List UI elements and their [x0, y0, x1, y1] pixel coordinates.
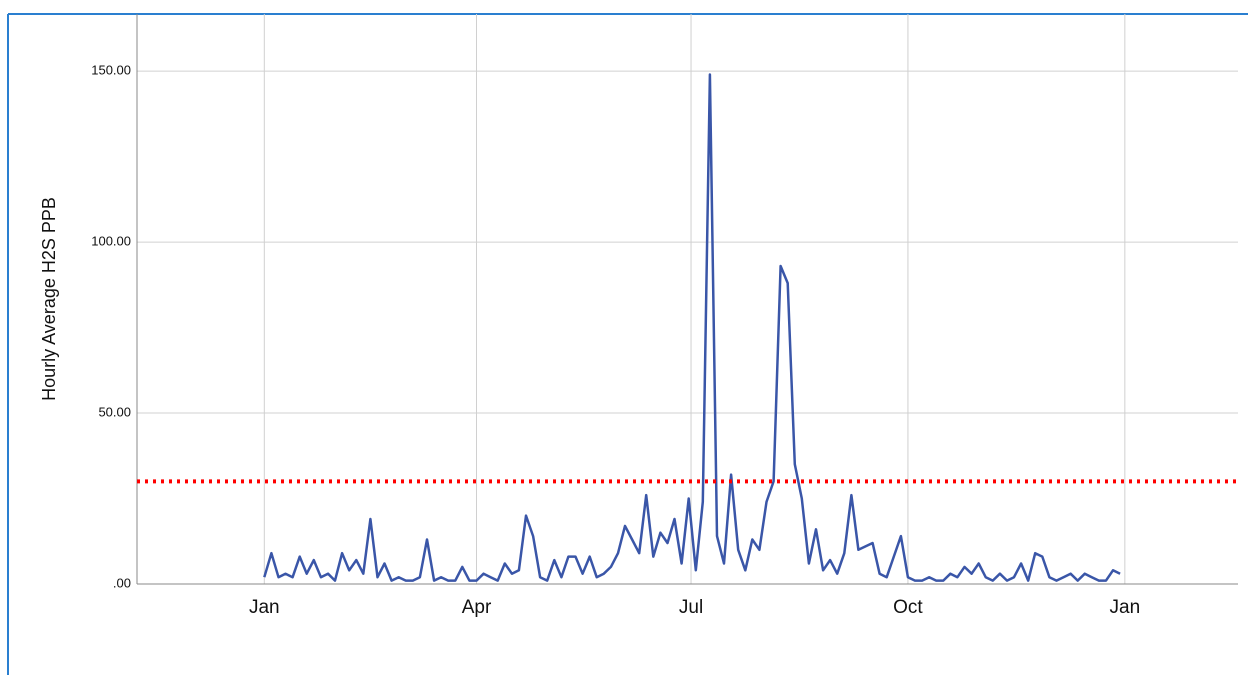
y-tick-label: 100.00: [91, 234, 131, 249]
x-tick-label: Apr: [462, 597, 492, 618]
x-tick-label: Jan: [1110, 597, 1141, 618]
y-axis-label: Hourly Average H2S PPB: [39, 197, 59, 401]
y-tick-label: 150.00: [91, 63, 131, 78]
y-tick-label: .00: [113, 575, 131, 590]
data-line: [263, 73, 1121, 582]
x-tick-label: Jan: [249, 597, 280, 618]
x-tick-label: Jul: [679, 597, 703, 618]
y-tick-label: 50.00: [98, 404, 131, 419]
x-tick-label: Oct: [893, 597, 923, 618]
